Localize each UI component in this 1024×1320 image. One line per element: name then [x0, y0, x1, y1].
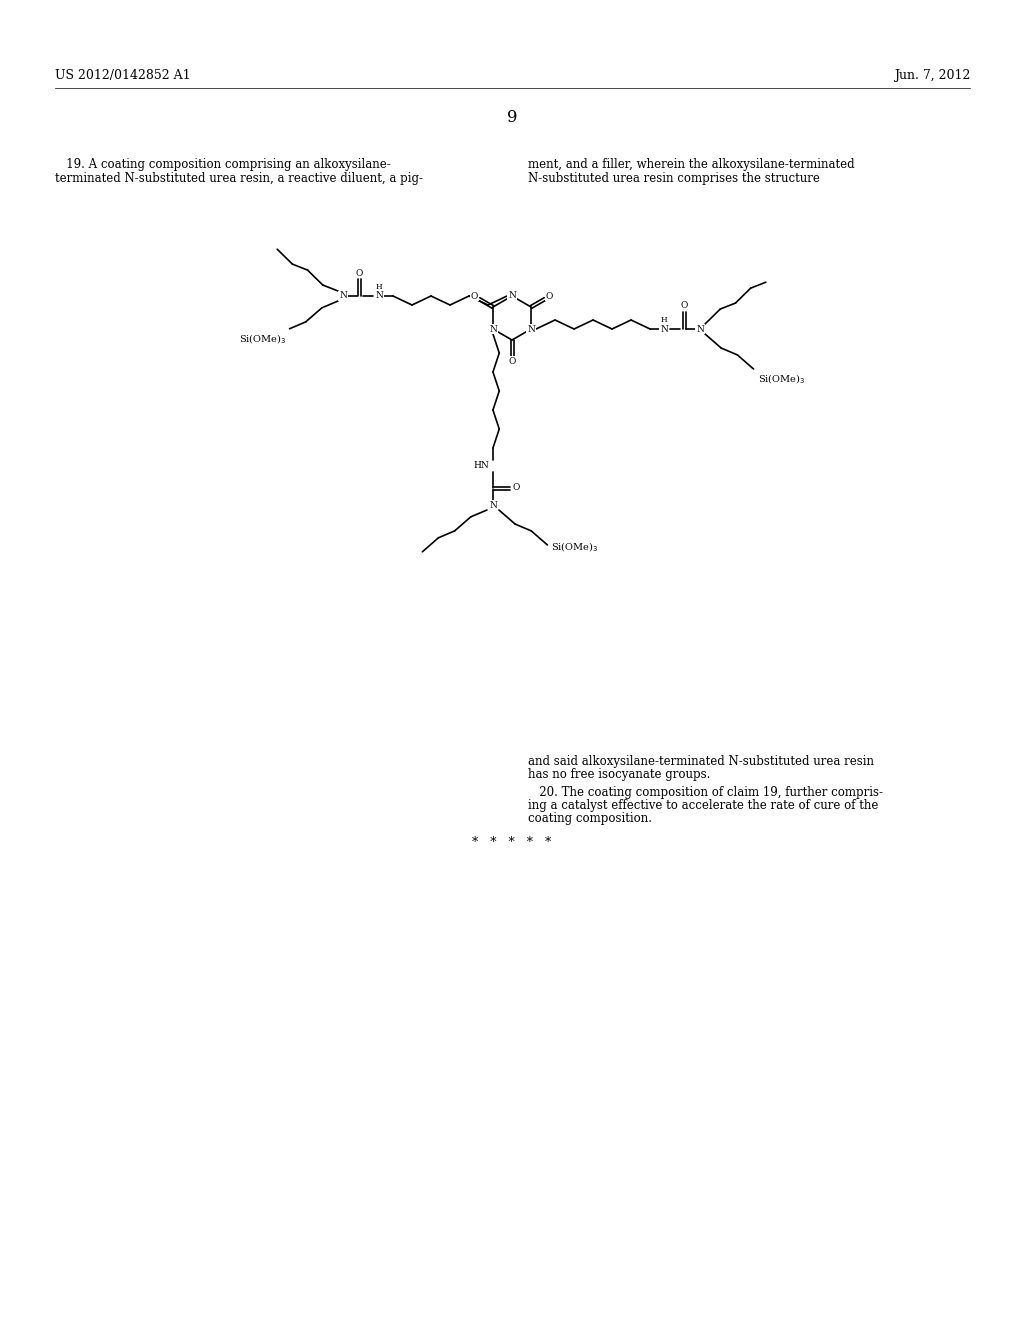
Text: O: O — [355, 268, 362, 277]
Text: N: N — [489, 325, 497, 334]
Text: 20. The coating composition of claim 19, further compris-: 20. The coating composition of claim 19,… — [528, 785, 883, 799]
Text: Jun. 7, 2012: Jun. 7, 2012 — [894, 69, 970, 82]
Text: H: H — [376, 282, 382, 290]
Text: N: N — [375, 292, 383, 301]
Text: N: N — [660, 325, 668, 334]
Text: Si(OMe)$_3$: Si(OMe)$_3$ — [239, 331, 286, 346]
Text: has no free isocyanate groups.: has no free isocyanate groups. — [528, 768, 711, 781]
Text: ment, and a filler, wherein the alkoxysilane-terminated: ment, and a filler, wherein the alkoxysi… — [528, 158, 855, 172]
Text: HN: HN — [473, 462, 488, 470]
Text: and said alkoxysilane-terminated N-substituted urea resin: and said alkoxysilane-terminated N-subst… — [528, 755, 874, 768]
Text: Si(OMe)$_3$: Si(OMe)$_3$ — [551, 540, 598, 554]
Text: coating composition.: coating composition. — [528, 812, 652, 825]
Text: N: N — [696, 325, 703, 334]
Text: H: H — [660, 315, 668, 323]
Text: O: O — [512, 483, 519, 492]
Text: N-substituted urea resin comprises the structure: N-substituted urea resin comprises the s… — [528, 172, 820, 185]
Text: 9: 9 — [507, 110, 517, 127]
Text: terminated N-substituted urea resin, a reactive diluent, a pig-: terminated N-substituted urea resin, a r… — [55, 172, 423, 185]
Text: N: N — [508, 292, 516, 301]
Text: O: O — [471, 292, 478, 301]
Text: ing a catalyst effective to accelerate the rate of cure of the: ing a catalyst effective to accelerate t… — [528, 799, 879, 812]
Text: N: N — [527, 325, 535, 334]
Text: Si(OMe)$_3$: Si(OMe)$_3$ — [758, 372, 805, 385]
Text: N: N — [339, 292, 347, 301]
Text: O: O — [680, 301, 688, 310]
Text: O: O — [546, 292, 553, 301]
Text: O: O — [508, 356, 516, 366]
Text: N: N — [489, 500, 497, 510]
Text: 19. A coating composition comprising an alkoxysilane-: 19. A coating composition comprising an … — [55, 158, 391, 172]
Text: *   *   *   *   *: * * * * * — [472, 836, 552, 849]
Text: US 2012/0142852 A1: US 2012/0142852 A1 — [55, 69, 190, 82]
